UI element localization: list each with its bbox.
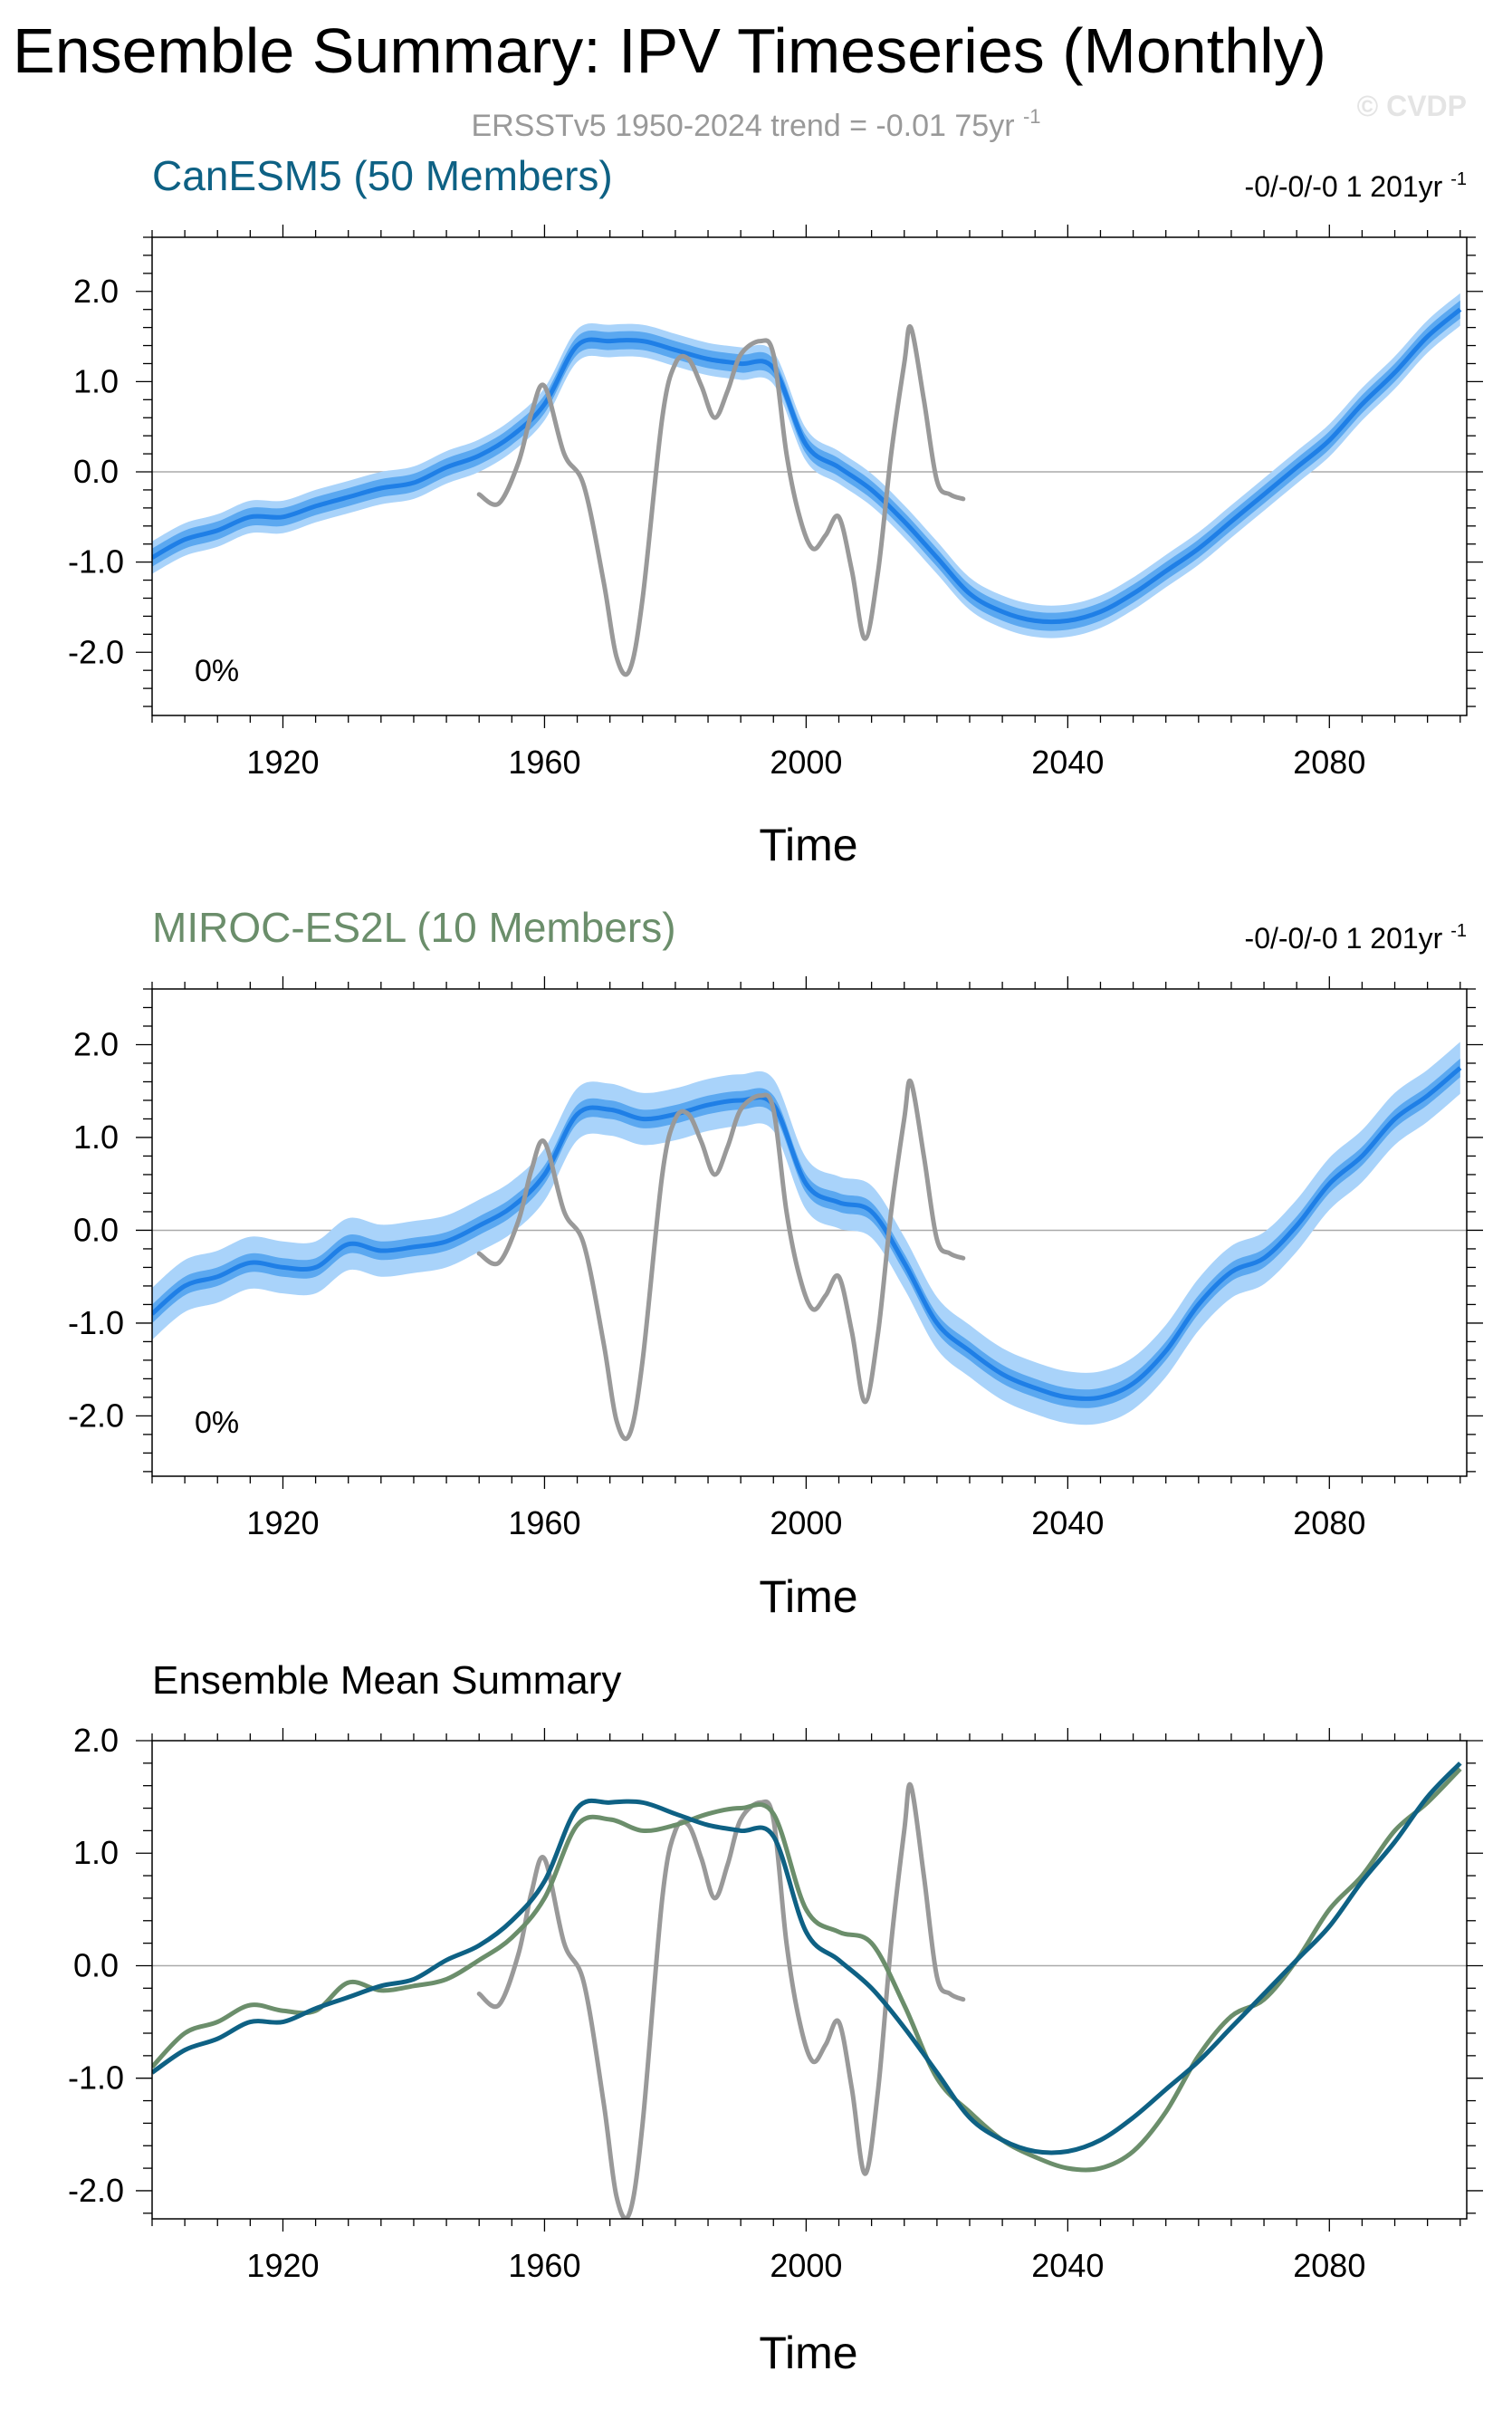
observed-line [476, 1078, 966, 1442]
trend-label: -0/-0/-0 1 201yr -1 [1245, 921, 1467, 955]
panel-canesm5: CanESM5 (50 Members) -0/-0/-0 1 201yr -1… [68, 152, 1483, 870]
percent-label: 0% [195, 1406, 239, 1440]
y-tick-label: -2.0 [68, 633, 124, 670]
trend-text: -0/-0/-0 1 201yr [1245, 170, 1443, 203]
y-tick-label: 1.0 [73, 1118, 119, 1156]
plot-area: 1920 1960 2000 2040 2080 2.0 1.0 0.0 -1.0 -2.0 [68, 225, 1483, 781]
panel-title: MIROC-ES2L (10 Members) [152, 904, 676, 951]
plot-frame [151, 236, 1468, 716]
plot-area: 1920 1960 2000 2040 2080 2.0 1.0 0.0 -1.0 -2.0 [68, 1722, 1483, 2284]
plot-frame [151, 1740, 1468, 2220]
series-line-canesm5 [152, 1761, 1462, 2155]
x-tick-label: 2040 [1031, 744, 1104, 781]
y-tick-label: 2.0 [73, 273, 119, 310]
y-tick-label: -2.0 [68, 2172, 124, 2209]
plot-content [152, 1761, 1467, 2219]
trend-superscript: -1 [1450, 169, 1467, 189]
page-title: Ensemble Summary: IPV Timeseries (Monthl… [13, 15, 1326, 86]
y-tick-label: -1.0 [68, 1304, 124, 1341]
x-tick-label: 2000 [770, 1504, 842, 1541]
subtitle: ERSSTv5 1950-2024 trend = -0.01 75yr -1 [471, 105, 1040, 143]
x-tick-label: 2000 [770, 2247, 842, 2284]
y-tick-label: 2.0 [73, 1722, 119, 1759]
x-axis-label: Time [759, 820, 857, 870]
x-tick-label: 1920 [246, 2247, 319, 2284]
ensemble-mean-line [152, 1066, 1462, 1402]
trend-superscript: -1 [1450, 921, 1467, 941]
trend-label: -0/-0/-0 1 201yr -1 [1245, 169, 1467, 203]
panel-title: Ensemble Mean Summary [152, 1658, 621, 1703]
panel-title: CanESM5 (50 Members) [152, 152, 613, 199]
y-axis: 2.0 1.0 0.0 -1.0 -2.0 [68, 1722, 1483, 2214]
x-tick-label: 1960 [508, 744, 580, 781]
panel-miroc: MIROC-ES2L (10 Members) -0/-0/-0 1 201yr… [68, 904, 1483, 1622]
x-tick-label: 1960 [508, 1504, 580, 1541]
y-tick-label: 0.0 [73, 1946, 119, 1983]
panel-ensemble-mean: Ensemble Mean Summary Time 1920 1960 2000 2… [68, 1658, 1483, 2378]
x-tick-label: 2080 [1293, 2247, 1365, 2284]
x-tick-label: 2080 [1293, 1504, 1365, 1541]
x-axis: 1920 1960 2000 2040 2080 [151, 225, 1461, 781]
y-tick-label: 0.0 [73, 1211, 119, 1248]
y-tick-label: -1.0 [68, 2059, 124, 2097]
trend-text: -0/-0/-0 1 201yr [1245, 922, 1443, 955]
y-tick-label: 2.0 [73, 1025, 119, 1062]
x-tick-label: 2040 [1031, 1504, 1104, 1541]
y-tick-label: -2.0 [68, 1397, 124, 1434]
watermark: © CVDP [1357, 90, 1467, 122]
subtitle-superscript: -1 [1023, 105, 1041, 128]
x-tick-label: 2040 [1031, 2247, 1104, 2284]
series-line-miroc-es2l [152, 1767, 1462, 2173]
plot-frame [151, 988, 1468, 1477]
x-axis: 1920 1960 2000 2040 2080 [151, 1728, 1461, 2284]
x-tick-label: 2000 [770, 744, 842, 781]
ensemble-mean-line [152, 307, 1462, 625]
percent-label: 0% [195, 654, 239, 688]
observed-line [476, 1781, 966, 2219]
x-tick-label: 1920 [246, 744, 319, 781]
y-tick-label: -1.0 [68, 543, 124, 581]
y-tick-label: 1.0 [73, 1834, 119, 1871]
plot-area: 1920 1960 2000 2040 2080 2.0 1.0 0.0 -1.0 -2.0 [68, 976, 1483, 1541]
plot-content [152, 1042, 1467, 1442]
x-tick-label: 1960 [508, 2247, 580, 2284]
subtitle-text: ERSSTv5 1950-2024 trend = -0.01 75yr [471, 109, 1014, 143]
y-tick-label: 1.0 [73, 362, 119, 399]
x-tick-label: 1920 [246, 1504, 319, 1541]
x-axis-label: Time [759, 1571, 857, 1622]
x-axis: 1920 1960 2000 2040 2080 [151, 976, 1461, 1541]
x-axis-label: Time [759, 2328, 857, 2378]
y-axis: 2.0 1.0 0.0 -1.0 -2.0 [68, 236, 1483, 707]
plot-content [152, 293, 1467, 677]
y-axis: 2.0 1.0 0.0 -1.0 -2.0 [68, 988, 1483, 1473]
ensemble-outer-band [152, 1042, 1460, 1425]
x-tick-label: 2080 [1293, 744, 1365, 781]
y-tick-label: 0.0 [73, 453, 119, 490]
observed-line [476, 323, 966, 677]
